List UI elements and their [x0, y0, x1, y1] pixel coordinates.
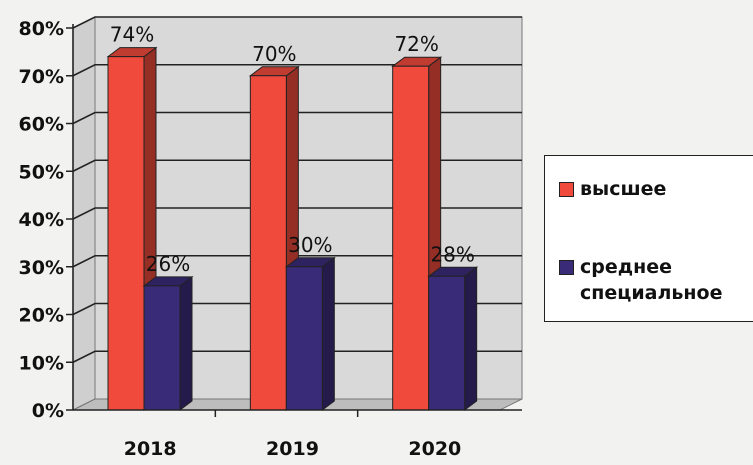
y-tick-label: 10%	[19, 352, 64, 374]
data-label: 70%	[252, 42, 296, 66]
legend-label-secondary-special: среднее специальное	[580, 256, 723, 304]
legend-swatch-secondary-special	[559, 260, 574, 275]
gridline	[72, 63, 522, 77]
y-tick-label: 80%	[19, 18, 64, 40]
x-tick-label: 2018	[124, 438, 177, 460]
y-tick-label: 20%	[19, 305, 64, 327]
legend-item-higher: высшее	[559, 176, 666, 202]
data-label: 72%	[394, 32, 438, 56]
legend: высшее среднее специальное	[544, 155, 753, 322]
bar-side	[179, 275, 193, 411]
legend-item-secondary-special: среднее специальное	[559, 254, 723, 306]
y-tick-label: 70%	[19, 66, 64, 88]
data-label: 26%	[146, 252, 190, 276]
data-label: 74%	[110, 23, 154, 47]
bar	[285, 266, 323, 411]
gridline	[72, 16, 522, 29]
y-tick-label: 50%	[19, 161, 64, 183]
x-axis: 2018 2019 2020	[73, 409, 522, 460]
grid-lines	[72, 16, 522, 363]
bar	[249, 75, 287, 411]
y-tick-label: 60%	[19, 114, 64, 136]
bar	[392, 65, 430, 411]
gridline	[72, 350, 522, 363]
legend-swatch-higher	[559, 182, 574, 197]
bars	[106, 46, 479, 411]
bar	[143, 285, 181, 411]
gridline	[72, 159, 522, 172]
bar-side	[464, 266, 478, 411]
data-label: 28%	[430, 242, 474, 266]
x-tick-label: 2020	[408, 438, 461, 460]
y-axis: 0% 10% 20% 30% 40% 50% 60% 70% 80%	[19, 18, 74, 422]
gridline	[72, 207, 522, 220]
bar-side	[321, 256, 335, 411]
y-tick-label: 30%	[19, 257, 64, 279]
gridline	[72, 302, 522, 316]
bar	[107, 56, 145, 411]
gridline	[72, 254, 522, 268]
y-tick-label: 0%	[32, 400, 64, 422]
data-label: 30%	[288, 233, 332, 257]
bar	[428, 275, 466, 411]
x-tick-label: 2019	[266, 438, 319, 460]
gridline	[72, 111, 522, 125]
data-labels: 74% 26% 70% 30% 72% 28%	[110, 23, 475, 276]
y-tick-label: 40%	[19, 209, 64, 231]
legend-label-higher: высшее	[580, 178, 667, 200]
